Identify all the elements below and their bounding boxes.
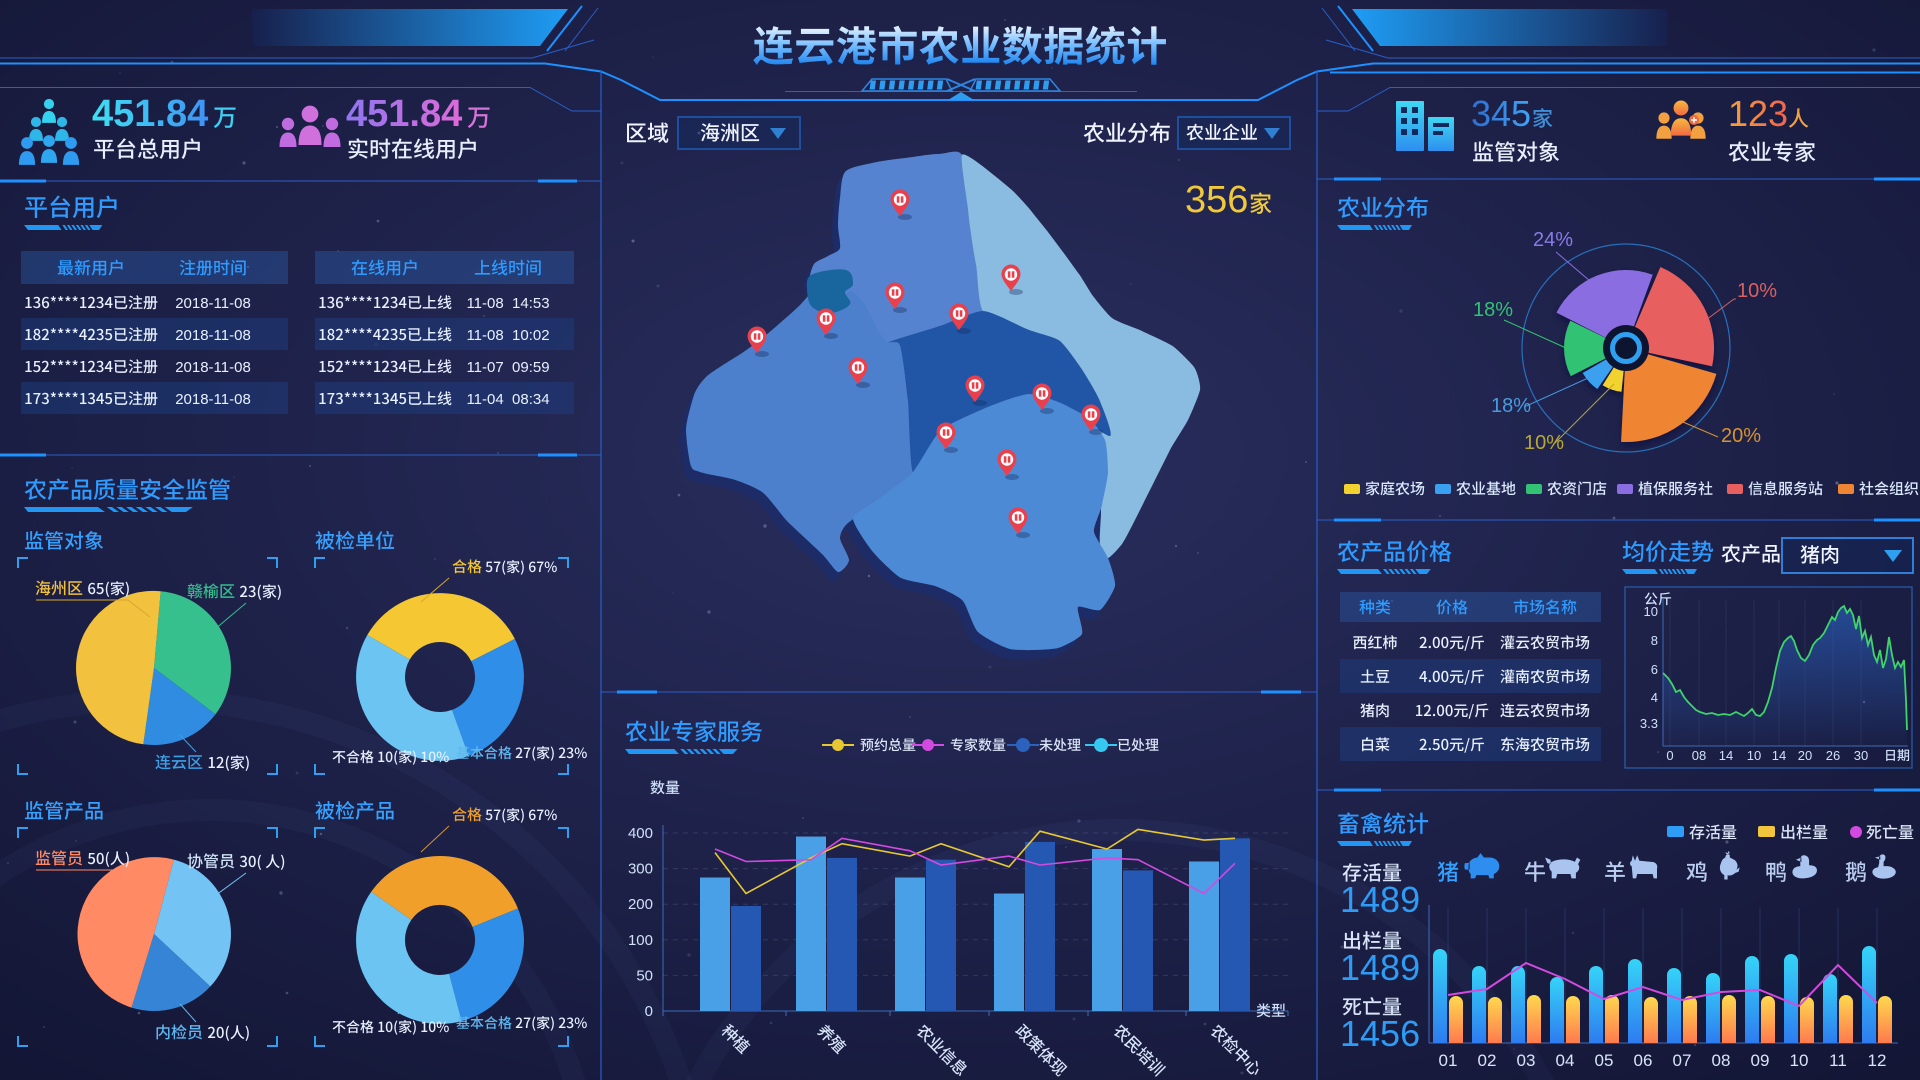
svg-text:451.84: 451.84 [92, 93, 208, 135]
svg-text:2018-11-08: 2018-11-08 [175, 327, 251, 344]
svg-text:345: 345 [1471, 93, 1531, 134]
svg-text:02: 02 [1478, 1051, 1497, 1070]
svg-text:2018-11-08: 2018-11-08 [175, 295, 251, 312]
svg-text:03: 03 [1517, 1051, 1536, 1070]
svg-text:11-08 10:02: 11-08 10:02 [466, 327, 549, 344]
svg-text:1489: 1489 [1340, 879, 1420, 920]
svg-text:20%: 20% [1721, 425, 1761, 447]
svg-text:300: 300 [628, 861, 653, 878]
svg-text:12: 12 [1868, 1051, 1887, 1070]
svg-text:11-08 14:53: 11-08 14:53 [466, 295, 549, 312]
svg-text:18%: 18% [1473, 299, 1513, 321]
svg-text:07: 07 [1673, 1051, 1692, 1070]
svg-text:0: 0 [645, 1003, 653, 1020]
svg-text:10%: 10% [1524, 432, 1564, 454]
svg-text:1489: 1489 [1340, 947, 1420, 988]
svg-text:2018-11-08: 2018-11-08 [175, 359, 251, 376]
svg-text:14: 14 [1719, 748, 1733, 763]
svg-text:2018-11-08: 2018-11-08 [175, 391, 251, 408]
svg-text:08: 08 [1712, 1051, 1731, 1070]
svg-text:451.84: 451.84 [346, 93, 462, 135]
svg-text:50: 50 [636, 967, 653, 984]
svg-text:10%: 10% [1737, 280, 1777, 302]
svg-text:200: 200 [628, 896, 653, 913]
svg-text:01: 01 [1439, 1051, 1458, 1070]
svg-text:10: 10 [1790, 1051, 1809, 1070]
svg-text:04: 04 [1556, 1051, 1575, 1070]
svg-text:8: 8 [1651, 633, 1658, 648]
svg-text:0: 0 [1666, 748, 1673, 763]
svg-text:11: 11 [1829, 1051, 1847, 1070]
svg-text:05: 05 [1595, 1051, 1614, 1070]
svg-text:09: 09 [1751, 1051, 1770, 1070]
svg-text:11-07 09:59: 11-07 09:59 [466, 359, 549, 376]
svg-text:11-04 08:34: 11-04 08:34 [466, 391, 549, 408]
svg-text:20: 20 [1798, 748, 1812, 763]
svg-text:3.3: 3.3 [1640, 716, 1658, 731]
svg-text:4: 4 [1651, 690, 1658, 705]
svg-text:10: 10 [1747, 748, 1761, 763]
svg-text:6: 6 [1651, 662, 1658, 677]
svg-text:1456: 1456 [1340, 1013, 1420, 1054]
svg-text:400: 400 [628, 825, 653, 842]
svg-text:14: 14 [1772, 748, 1786, 763]
svg-text:356: 356 [1185, 179, 1248, 221]
svg-text:24%: 24% [1533, 229, 1573, 251]
svg-text:26: 26 [1826, 748, 1840, 763]
svg-text:30: 30 [1854, 748, 1868, 763]
svg-text:18%: 18% [1491, 395, 1531, 417]
svg-text:100: 100 [628, 932, 653, 949]
svg-text:123: 123 [1728, 93, 1788, 134]
svg-text:10: 10 [1644, 604, 1658, 619]
svg-text:06: 06 [1634, 1051, 1653, 1070]
svg-text:08: 08 [1692, 748, 1706, 763]
